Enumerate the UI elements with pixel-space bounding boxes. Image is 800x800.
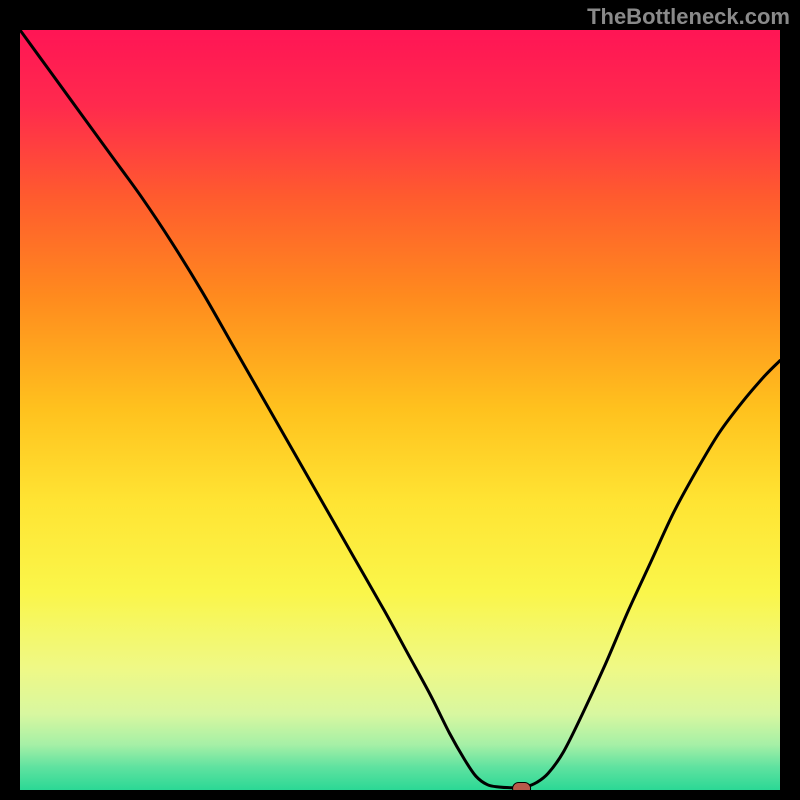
plot-area (20, 30, 780, 790)
watermark-text: TheBottleneck.com (587, 4, 790, 30)
chart-svg (20, 30, 780, 790)
optimal-marker (513, 782, 531, 790)
chart-background (20, 30, 780, 790)
chart-container: TheBottleneck.com (0, 0, 800, 800)
